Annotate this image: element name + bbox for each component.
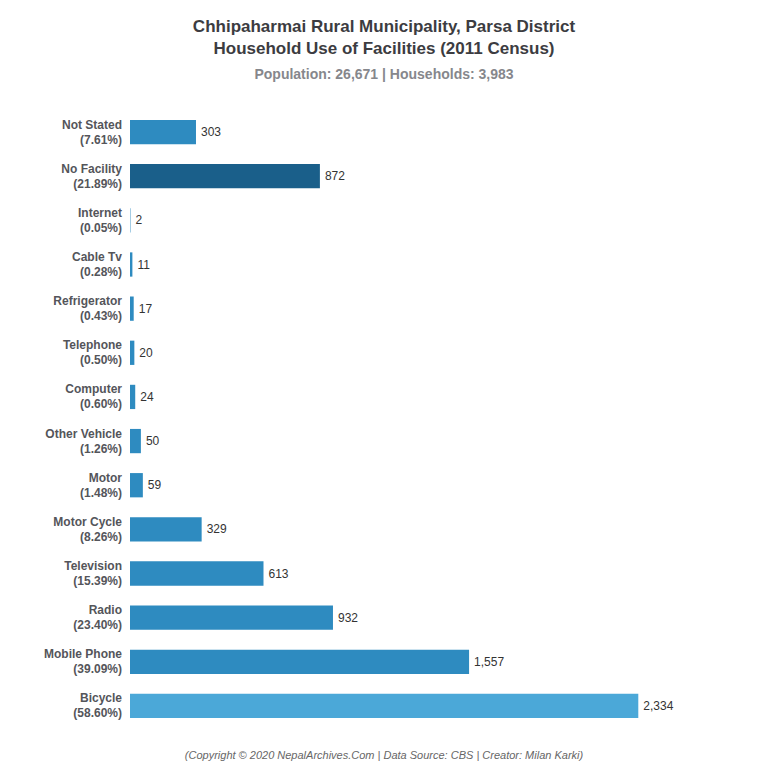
svg-text:Telephone: Telephone [63, 338, 122, 352]
svg-text:(58.60%): (58.60%) [73, 706, 122, 720]
svg-text:(15.39%): (15.39%) [73, 574, 122, 588]
svg-text:(0.50%): (0.50%) [80, 353, 122, 367]
svg-text:24: 24 [140, 390, 154, 404]
svg-text:303: 303 [201, 125, 221, 139]
svg-text:Bicycle: Bicycle [80, 691, 122, 705]
svg-text:11: 11 [137, 258, 150, 272]
svg-text:Motor Cycle: Motor Cycle [53, 515, 122, 529]
svg-text:(1.48%): (1.48%) [80, 486, 122, 500]
svg-text:Household Use of Facilities (2: Household Use of Facilities (2011 Census… [213, 39, 554, 58]
svg-text:2,334: 2,334 [643, 699, 673, 713]
svg-text:Chhipaharmai Rural Municipalit: Chhipaharmai Rural Municipality, Parsa D… [193, 17, 576, 36]
svg-text:1,557: 1,557 [474, 655, 504, 669]
svg-text:(39.09%): (39.09%) [73, 662, 122, 676]
svg-text:(0.43%): (0.43%) [80, 309, 122, 323]
svg-text:17: 17 [139, 302, 153, 316]
svg-text:613: 613 [268, 567, 288, 581]
svg-text:(Copyright © 2020 NepalArchive: (Copyright © 2020 NepalArchives.Com | Da… [185, 749, 584, 761]
svg-text:932: 932 [338, 611, 358, 625]
svg-text:50: 50 [146, 434, 160, 448]
svg-text:(0.28%): (0.28%) [80, 265, 122, 279]
svg-text:Cable Tv: Cable Tv [72, 250, 122, 264]
svg-text:(0.05%): (0.05%) [80, 221, 122, 235]
svg-text:(21.89%): (21.89%) [73, 177, 122, 191]
svg-text:(0.60%): (0.60%) [80, 397, 122, 411]
svg-text:2: 2 [135, 213, 142, 227]
svg-text:Motor: Motor [89, 471, 123, 485]
svg-text:Radio: Radio [89, 603, 122, 617]
svg-text:59: 59 [148, 478, 162, 492]
svg-text:(23.40%): (23.40%) [73, 618, 122, 632]
svg-text:329: 329 [207, 522, 227, 536]
svg-text:(7.61%): (7.61%) [80, 133, 122, 147]
svg-text:(8.26%): (8.26%) [80, 530, 122, 544]
svg-text:(1.26%): (1.26%) [80, 442, 122, 456]
svg-text:Mobile Phone: Mobile Phone [44, 647, 122, 661]
svg-text:Not Stated: Not Stated [62, 118, 122, 132]
svg-text:872: 872 [325, 169, 345, 183]
svg-text:Television: Television [64, 559, 122, 573]
svg-text:20: 20 [139, 346, 153, 360]
svg-text:Other Vehicle: Other Vehicle [45, 427, 122, 441]
svg-text:Population: 26,671 | Household: Population: 26,671 | Households: 3,983 [254, 66, 513, 82]
svg-text:Refrigerator: Refrigerator [53, 294, 122, 308]
svg-text:Internet: Internet [78, 206, 122, 220]
svg-text:Computer: Computer [65, 382, 122, 396]
svg-text:No Facility: No Facility [61, 162, 122, 176]
